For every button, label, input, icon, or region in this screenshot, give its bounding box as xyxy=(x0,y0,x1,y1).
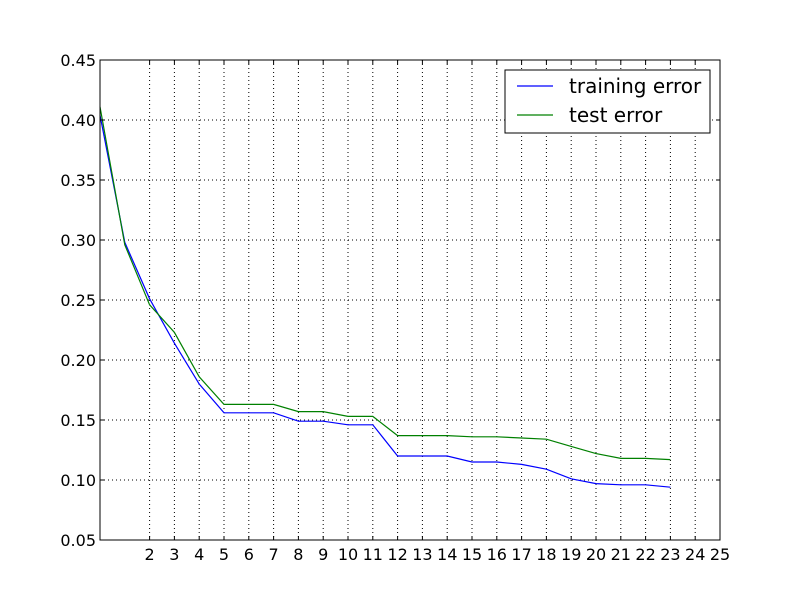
y-tick-label: 0.40 xyxy=(60,111,96,130)
series-layer xyxy=(99,106,671,488)
x-tick-label: 12 xyxy=(387,545,407,564)
x-tick-label: 24 xyxy=(685,545,705,564)
legend-label: training error xyxy=(569,74,702,98)
y-tick-label: 0.45 xyxy=(60,51,96,70)
y-tick-label: 0.25 xyxy=(60,291,96,310)
x-tick-label: 5 xyxy=(219,545,229,564)
x-tick-label: 13 xyxy=(412,545,432,564)
y-tick-label: 0.15 xyxy=(60,411,96,430)
x-tick-label: 2 xyxy=(145,545,155,564)
legend-label: test error xyxy=(569,103,663,127)
y-tick-label: 0.35 xyxy=(60,171,96,190)
x-tick-label: 20 xyxy=(586,545,606,564)
y-tick-label: 0.05 xyxy=(60,531,96,550)
legend-box xyxy=(504,69,711,134)
x-tick-label: 18 xyxy=(536,545,556,564)
x-tick-label: 8 xyxy=(293,545,303,564)
x-tick-label: 4 xyxy=(194,545,204,564)
x-tick-label: 21 xyxy=(611,545,631,564)
x-tick-label: 23 xyxy=(660,545,680,564)
axis-ticks: 0.050.100.150.200.250.300.350.400.452 3 4 5… xyxy=(60,51,730,564)
y-tick-label: 0.20 xyxy=(60,351,96,370)
x-tick-label: 11 xyxy=(363,545,383,564)
x-tick-label: 25 xyxy=(710,545,730,564)
x-tick-label: 9 xyxy=(318,545,328,564)
x-tick-label: 10 xyxy=(338,545,358,564)
series-line-test-error xyxy=(99,106,671,461)
x-tick-label: 7 xyxy=(269,545,279,564)
x-tick-label: 3 xyxy=(169,545,179,564)
series-line-training-error xyxy=(99,115,671,488)
x-tick-label: 16 xyxy=(487,545,507,564)
x-tick-label: 15 xyxy=(462,545,482,564)
x-tick-label: 22 xyxy=(635,545,655,564)
legend: training error test error xyxy=(504,69,711,134)
y-tick-label: 0.10 xyxy=(60,471,96,490)
x-tick-label: 14 xyxy=(437,545,457,564)
x-tick-label: 17 xyxy=(511,545,531,564)
y-tick-label: 0.30 xyxy=(60,231,96,250)
x-tick-label: 19 xyxy=(561,545,581,564)
x-tick-label: 6 xyxy=(244,545,254,564)
